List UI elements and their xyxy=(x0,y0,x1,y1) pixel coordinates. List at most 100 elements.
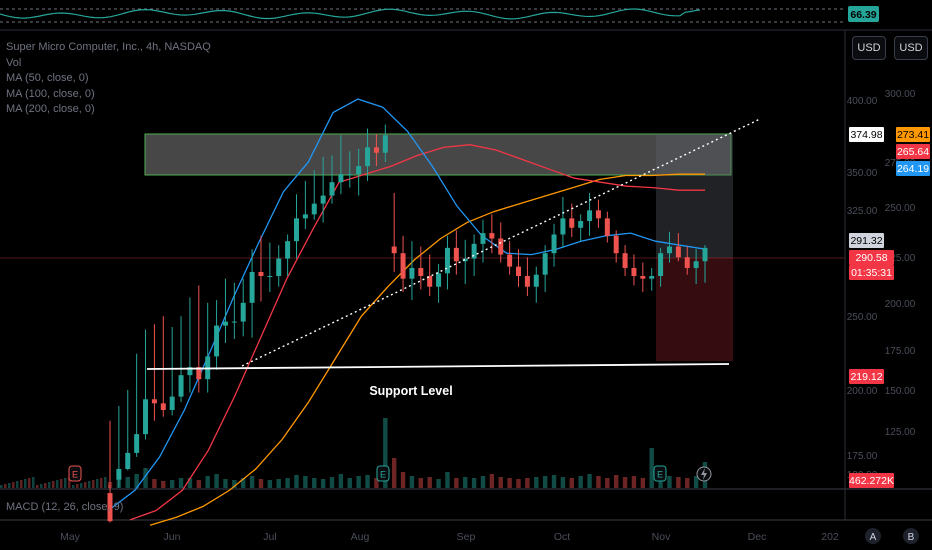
candle-body xyxy=(214,325,220,357)
price-label-bg xyxy=(849,250,894,265)
price-label-bg xyxy=(896,127,930,142)
lightning-icon-glyph xyxy=(701,468,707,480)
volume-bar xyxy=(320,479,326,488)
x-tick: Dec xyxy=(748,531,767,543)
candle-body xyxy=(285,241,291,259)
volume-bar xyxy=(676,477,681,488)
y-tick-right: 250.00 xyxy=(885,203,916,214)
volume-bar xyxy=(223,479,228,488)
volume-bar xyxy=(569,478,574,488)
volume-bar xyxy=(241,478,246,488)
candle-body xyxy=(160,403,166,410)
rsi-badge: 66.39 xyxy=(850,9,876,21)
volume-bar xyxy=(76,484,79,488)
candle-body xyxy=(418,267,424,276)
y-tick-right: 150.00 xyxy=(885,386,916,397)
candle-body xyxy=(373,147,379,153)
ma200-line xyxy=(149,173,705,526)
volume-bar xyxy=(24,479,27,488)
candle-body xyxy=(427,276,433,287)
candle-body xyxy=(400,253,406,279)
volume-bar xyxy=(427,477,432,488)
candle-body xyxy=(151,399,157,404)
candle-body xyxy=(622,253,628,268)
earnings-marker-icon xyxy=(68,465,82,482)
nav-button-label: A xyxy=(870,532,877,543)
volume-bar xyxy=(36,485,39,488)
currency-button-1[interactable]: USD xyxy=(852,36,886,60)
y-tick-left: 400.00 xyxy=(847,96,878,107)
candle-body xyxy=(436,273,442,287)
volume-bar xyxy=(613,475,619,488)
candle-body xyxy=(675,246,681,258)
volume-bar xyxy=(12,482,15,488)
volume-bar xyxy=(347,478,352,488)
currency-button-2[interactable]: USD xyxy=(894,36,928,60)
volume-bar xyxy=(143,468,148,488)
volume-bar xyxy=(44,483,47,488)
candle-body xyxy=(329,182,335,196)
nav-button-bg xyxy=(903,528,919,544)
candle-body xyxy=(267,276,273,277)
rsi-badge-bg xyxy=(848,6,879,22)
y-tick-left: 250.00 xyxy=(847,312,878,323)
volume-bar xyxy=(56,480,59,488)
candle-body xyxy=(693,261,699,268)
candle-body xyxy=(258,271,264,276)
volume-bar xyxy=(418,478,424,488)
candle-body xyxy=(560,218,566,235)
volume-bar xyxy=(374,478,379,488)
candle-body xyxy=(489,233,495,239)
volume-bar xyxy=(196,480,202,488)
macd-legend: MACD (12, 26, close, 9) xyxy=(6,501,123,513)
volume-bar xyxy=(631,476,637,488)
candle-body xyxy=(666,246,672,254)
candle-body xyxy=(311,203,317,215)
candle-body xyxy=(480,233,486,244)
volume-bar xyxy=(498,477,503,488)
price-label: 219.12 xyxy=(850,371,882,383)
volume-bar xyxy=(507,478,512,488)
candle-body xyxy=(249,271,255,303)
candle-body xyxy=(631,267,637,276)
x-tick: Jun xyxy=(164,531,181,543)
volume-bar xyxy=(365,475,370,488)
y-tick-right: 225.00 xyxy=(885,253,916,264)
volume-bar xyxy=(72,485,75,488)
price-label-bg xyxy=(896,144,930,159)
rsi-line xyxy=(0,8,701,20)
volume-bar xyxy=(294,475,299,488)
support-level-label: Support Level xyxy=(369,384,452,398)
legend-ma50: MA (50, close, 0) xyxy=(6,72,89,84)
position-stop-box xyxy=(656,258,733,361)
volume-bar xyxy=(60,479,63,488)
price-label: 374.98 xyxy=(850,129,882,141)
volume-bar xyxy=(267,480,273,488)
x-tick: 202 xyxy=(821,531,839,543)
price-label-bg xyxy=(849,473,894,488)
volume-bar xyxy=(169,480,175,488)
volume-bar xyxy=(685,478,690,488)
candle-body xyxy=(302,214,308,219)
candle-body xyxy=(276,258,282,276)
volume-bar xyxy=(436,479,441,488)
volume-bar xyxy=(383,418,388,488)
volume-bar xyxy=(64,478,67,488)
volume-bar xyxy=(161,481,166,488)
candle-body xyxy=(640,276,646,279)
volume-bar xyxy=(8,483,11,488)
volume-bar xyxy=(329,477,335,488)
candle-body xyxy=(240,302,246,322)
candle-body xyxy=(338,174,344,183)
volume-bar xyxy=(205,476,210,488)
candle-body xyxy=(196,367,202,380)
y-tick-right: 200.00 xyxy=(885,299,916,310)
price-label-bg xyxy=(849,369,884,384)
volume-bar xyxy=(312,478,317,488)
volume-bar xyxy=(463,477,468,488)
candle-body xyxy=(516,266,522,276)
volume-bar xyxy=(489,474,495,488)
volume-bar xyxy=(409,476,415,488)
candle-body xyxy=(365,147,371,167)
x-tick: Jul xyxy=(263,531,276,543)
